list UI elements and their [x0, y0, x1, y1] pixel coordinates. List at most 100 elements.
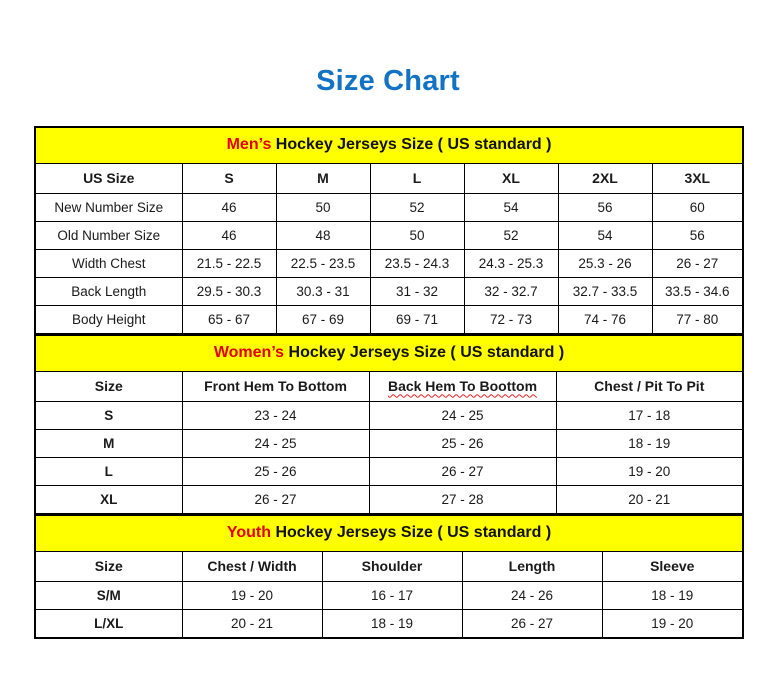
measurement-cell: 18 - 19	[555, 429, 744, 458]
measurement-cell: 48	[275, 221, 371, 250]
measurement-cell: 72 - 73	[463, 305, 559, 334]
column-header-cell: S	[181, 163, 277, 194]
measurement-cell: 23 - 24	[181, 401, 370, 430]
measurement-cell: 16 - 17	[321, 581, 463, 610]
page-title: Size Chart	[316, 65, 460, 97]
measurement-cell: 24 - 25	[368, 401, 557, 430]
section-banner-mens: Men’s Hockey Jerseys Size ( US standard …	[35, 126, 744, 164]
table-row: Back Length 29.5 - 30.3 30.3 - 31 31 - 32 32…	[34, 277, 744, 306]
measurement-cell: 26 - 27	[461, 609, 603, 639]
column-header-cell: L	[369, 163, 465, 194]
row-label: L/XL	[34, 609, 183, 639]
row-label: New Number Size	[34, 193, 183, 222]
table-row: S 23 - 24 24 - 25 17 - 18	[34, 401, 744, 430]
section-banner-accent: Women’s	[213, 344, 285, 362]
table-row: S/M 19 - 20 16 - 17 24 - 26 18 - 19	[34, 581, 744, 610]
column-header-cell: Length	[461, 551, 603, 582]
measurement-cell: 19 - 20	[555, 457, 744, 486]
table-row: Body Height 65 - 67 67 - 69 69 - 71 72 - 73 7…	[34, 305, 744, 334]
measurement-cell: 56	[651, 221, 744, 250]
measurement-cell: 50	[275, 193, 371, 222]
table-row: L/XL 20 - 21 18 - 19 26 - 27 19 - 20	[34, 609, 744, 639]
measurement-cell: 25 - 26	[368, 429, 557, 458]
measurement-cell: 24 - 25	[181, 429, 370, 458]
row-label: Old Number Size	[34, 221, 183, 250]
size-table-youth: Youth Hockey Jerseys Size ( US standard …	[34, 513, 745, 639]
table-row: Old Number Size 46 48 50 52 54 56	[34, 221, 744, 250]
measurement-cell: 32.7 - 33.5	[557, 277, 653, 306]
column-header-cell: M	[275, 163, 371, 194]
measurement-cell: 52	[369, 193, 465, 222]
column-header-cell: Shoulder	[321, 551, 463, 582]
column-header-cell: Back Hem To Boottom	[368, 371, 557, 402]
measurement-cell: 20 - 21	[181, 609, 323, 639]
measurement-cell: 54	[463, 193, 559, 222]
measurement-cell: 69 - 71	[369, 305, 465, 334]
size-table-mens: Men’s Hockey Jerseys Size ( US standard …	[34, 125, 745, 334]
row-label: Back Length	[34, 277, 183, 306]
measurement-cell: 46	[181, 193, 277, 222]
section-banner-youth: Youth Hockey Jerseys Size ( US standard …	[35, 514, 744, 552]
row-label: L	[34, 457, 183, 486]
column-header-row: US Size S M L XL 2XL 3XL	[34, 163, 744, 194]
table-row: L 25 - 26 26 - 27 19 - 20	[34, 457, 744, 486]
row-label: S	[34, 401, 183, 430]
section-banner-womens: Women’s Hockey Jerseys Size ( US standar…	[35, 334, 744, 372]
section-banner-accent: Men’s	[226, 136, 272, 154]
measurement-cell: 30.3 - 31	[275, 277, 371, 306]
measurement-cell: 26 - 27	[181, 485, 370, 514]
measurement-cell: 25.3 - 26	[557, 249, 653, 278]
column-header-cell: Chest / Width	[181, 551, 323, 582]
measurement-cell: 25 - 26	[181, 457, 370, 486]
section-banner-accent: Youth	[226, 524, 272, 542]
measurement-cell: 52	[463, 221, 559, 250]
column-header-cell: Front Hem To Bottom	[181, 371, 370, 402]
measurement-cell: 21.5 - 22.5	[181, 249, 277, 278]
measurement-cell: 22.5 - 23.5	[275, 249, 371, 278]
column-header-cell: 2XL	[557, 163, 653, 194]
section-banner-text: Youth Hockey Jerseys Size ( US standard …	[35, 514, 744, 552]
section-banner-rest: Hockey Jerseys Size ( US standard )	[271, 524, 552, 542]
measurement-cell: 31 - 32	[369, 277, 465, 306]
measurement-cell: 32 - 32.7	[463, 277, 559, 306]
measurement-cell: 27 - 28	[368, 485, 557, 514]
section-banner-rest: Hockey Jerseys Size ( US standard )	[284, 344, 565, 362]
measurement-cell: 24.3 - 25.3	[463, 249, 559, 278]
measurement-cell: 24 - 26	[461, 581, 603, 610]
row-label: Body Height	[34, 305, 183, 334]
measurement-cell: 33.5 - 34.6	[651, 277, 744, 306]
column-header-row: Size Chest / Width Shoulder Length Sleeve	[34, 551, 744, 582]
measurement-cell: 29.5 - 30.3	[181, 277, 277, 306]
measurement-cell: 54	[557, 221, 653, 250]
measurement-cell: 18 - 19	[601, 581, 744, 610]
column-header-cell: 3XL	[651, 163, 744, 194]
measurement-cell: 19 - 20	[601, 609, 744, 639]
measurement-cell: 23.5 - 24.3	[369, 249, 465, 278]
row-label: XL	[34, 485, 183, 514]
measurement-cell: 19 - 20	[181, 581, 323, 610]
column-header-row: Size Front Hem To Bottom Back Hem To Boott…	[34, 371, 744, 402]
measurement-cell: 26 - 27	[368, 457, 557, 486]
measurement-cell: 56	[557, 193, 653, 222]
table-row: M 24 - 25 25 - 26 18 - 19	[34, 429, 744, 458]
measurement-cell: 77 - 80	[651, 305, 744, 334]
column-header-cell: US Size	[34, 163, 183, 194]
column-header-cell: XL	[463, 163, 559, 194]
column-header-cell: Size	[34, 551, 183, 582]
section-banner-text: Women’s Hockey Jerseys Size ( US standar…	[35, 334, 744, 372]
spellcheck-underlined-text: Back Hem To Boottom	[387, 378, 538, 395]
table-row: Width Chest 21.5 - 22.5 22.5 - 23.5 23.5 - …	[34, 249, 744, 278]
measurement-cell: 74 - 76	[557, 305, 653, 334]
measurement-cell: 67 - 69	[275, 305, 371, 334]
section-banner-text: Men’s Hockey Jerseys Size ( US standard …	[35, 126, 744, 164]
row-label: M	[34, 429, 183, 458]
table-row: New Number Size 46 50 52 54 56 60	[34, 193, 744, 222]
measurement-cell: 26 - 27	[651, 249, 744, 278]
measurement-cell: 50	[369, 221, 465, 250]
measurement-cell: 17 - 18	[555, 401, 744, 430]
measurement-cell: 65 - 67	[181, 305, 277, 334]
measurement-cell: 20 - 21	[555, 485, 744, 514]
size-table-womens: Women’s Hockey Jerseys Size ( US standar…	[34, 333, 745, 514]
column-header-cell: Size	[34, 371, 183, 402]
measurement-cell: 18 - 19	[321, 609, 463, 639]
